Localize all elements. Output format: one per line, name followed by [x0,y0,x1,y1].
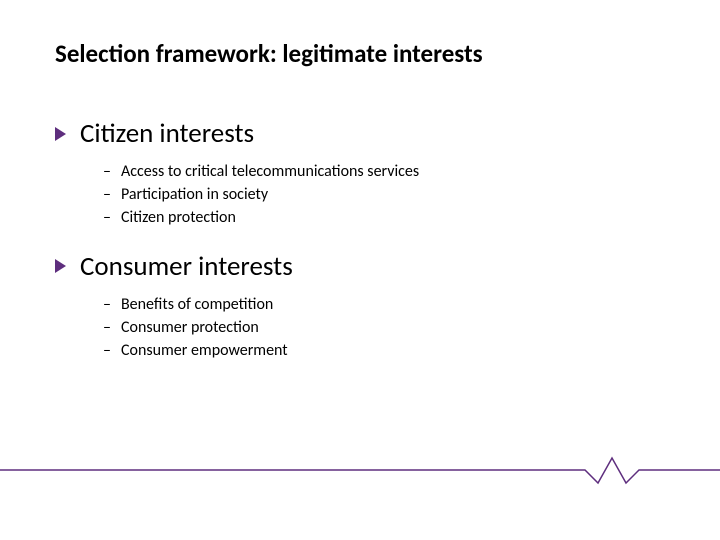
list-item-text: Consumer protection [121,316,259,339]
list-item-text: Consumer empowerment [121,339,288,362]
list-item-text: Access to critical telecommunications se… [121,160,419,183]
list-item: –Benefits of competition [103,293,665,316]
slide-title: Selection framework: legitimate interest… [55,38,665,69]
section-header: Citizen interests [55,117,665,150]
list-item: –Citizen protection [103,206,665,229]
zigzag-line-icon [0,458,720,483]
dash-icon: – [103,183,111,206]
list-item: –Consumer empowerment [103,339,665,362]
list-item: –Participation in society [103,183,665,206]
sub-list: –Benefits of competition –Consumer prote… [55,293,665,363]
list-item-text: Benefits of competition [121,293,273,316]
dash-icon: – [103,339,111,362]
slide-content: Selection framework: legitimate interest… [0,0,720,362]
dash-icon: – [103,160,111,183]
section-title: Consumer interests [80,250,293,283]
dash-icon: – [103,206,111,229]
footer-decoration [0,455,720,485]
dash-icon: – [103,316,111,339]
dash-icon: – [103,293,111,316]
section-citizen: Citizen interests –Access to critical te… [55,117,665,230]
list-item: –Consumer protection [103,316,665,339]
sub-list: –Access to critical telecommunications s… [55,160,665,230]
section-header: Consumer interests [55,250,665,283]
section-consumer: Consumer interests –Benefits of competit… [55,250,665,363]
triangle-bullet-icon [55,259,66,273]
list-item: –Access to critical telecommunications s… [103,160,665,183]
list-item-text: Participation in society [121,183,268,206]
triangle-bullet-icon [55,127,66,141]
list-item-text: Citizen protection [121,206,236,229]
section-title: Citizen interests [80,117,254,150]
